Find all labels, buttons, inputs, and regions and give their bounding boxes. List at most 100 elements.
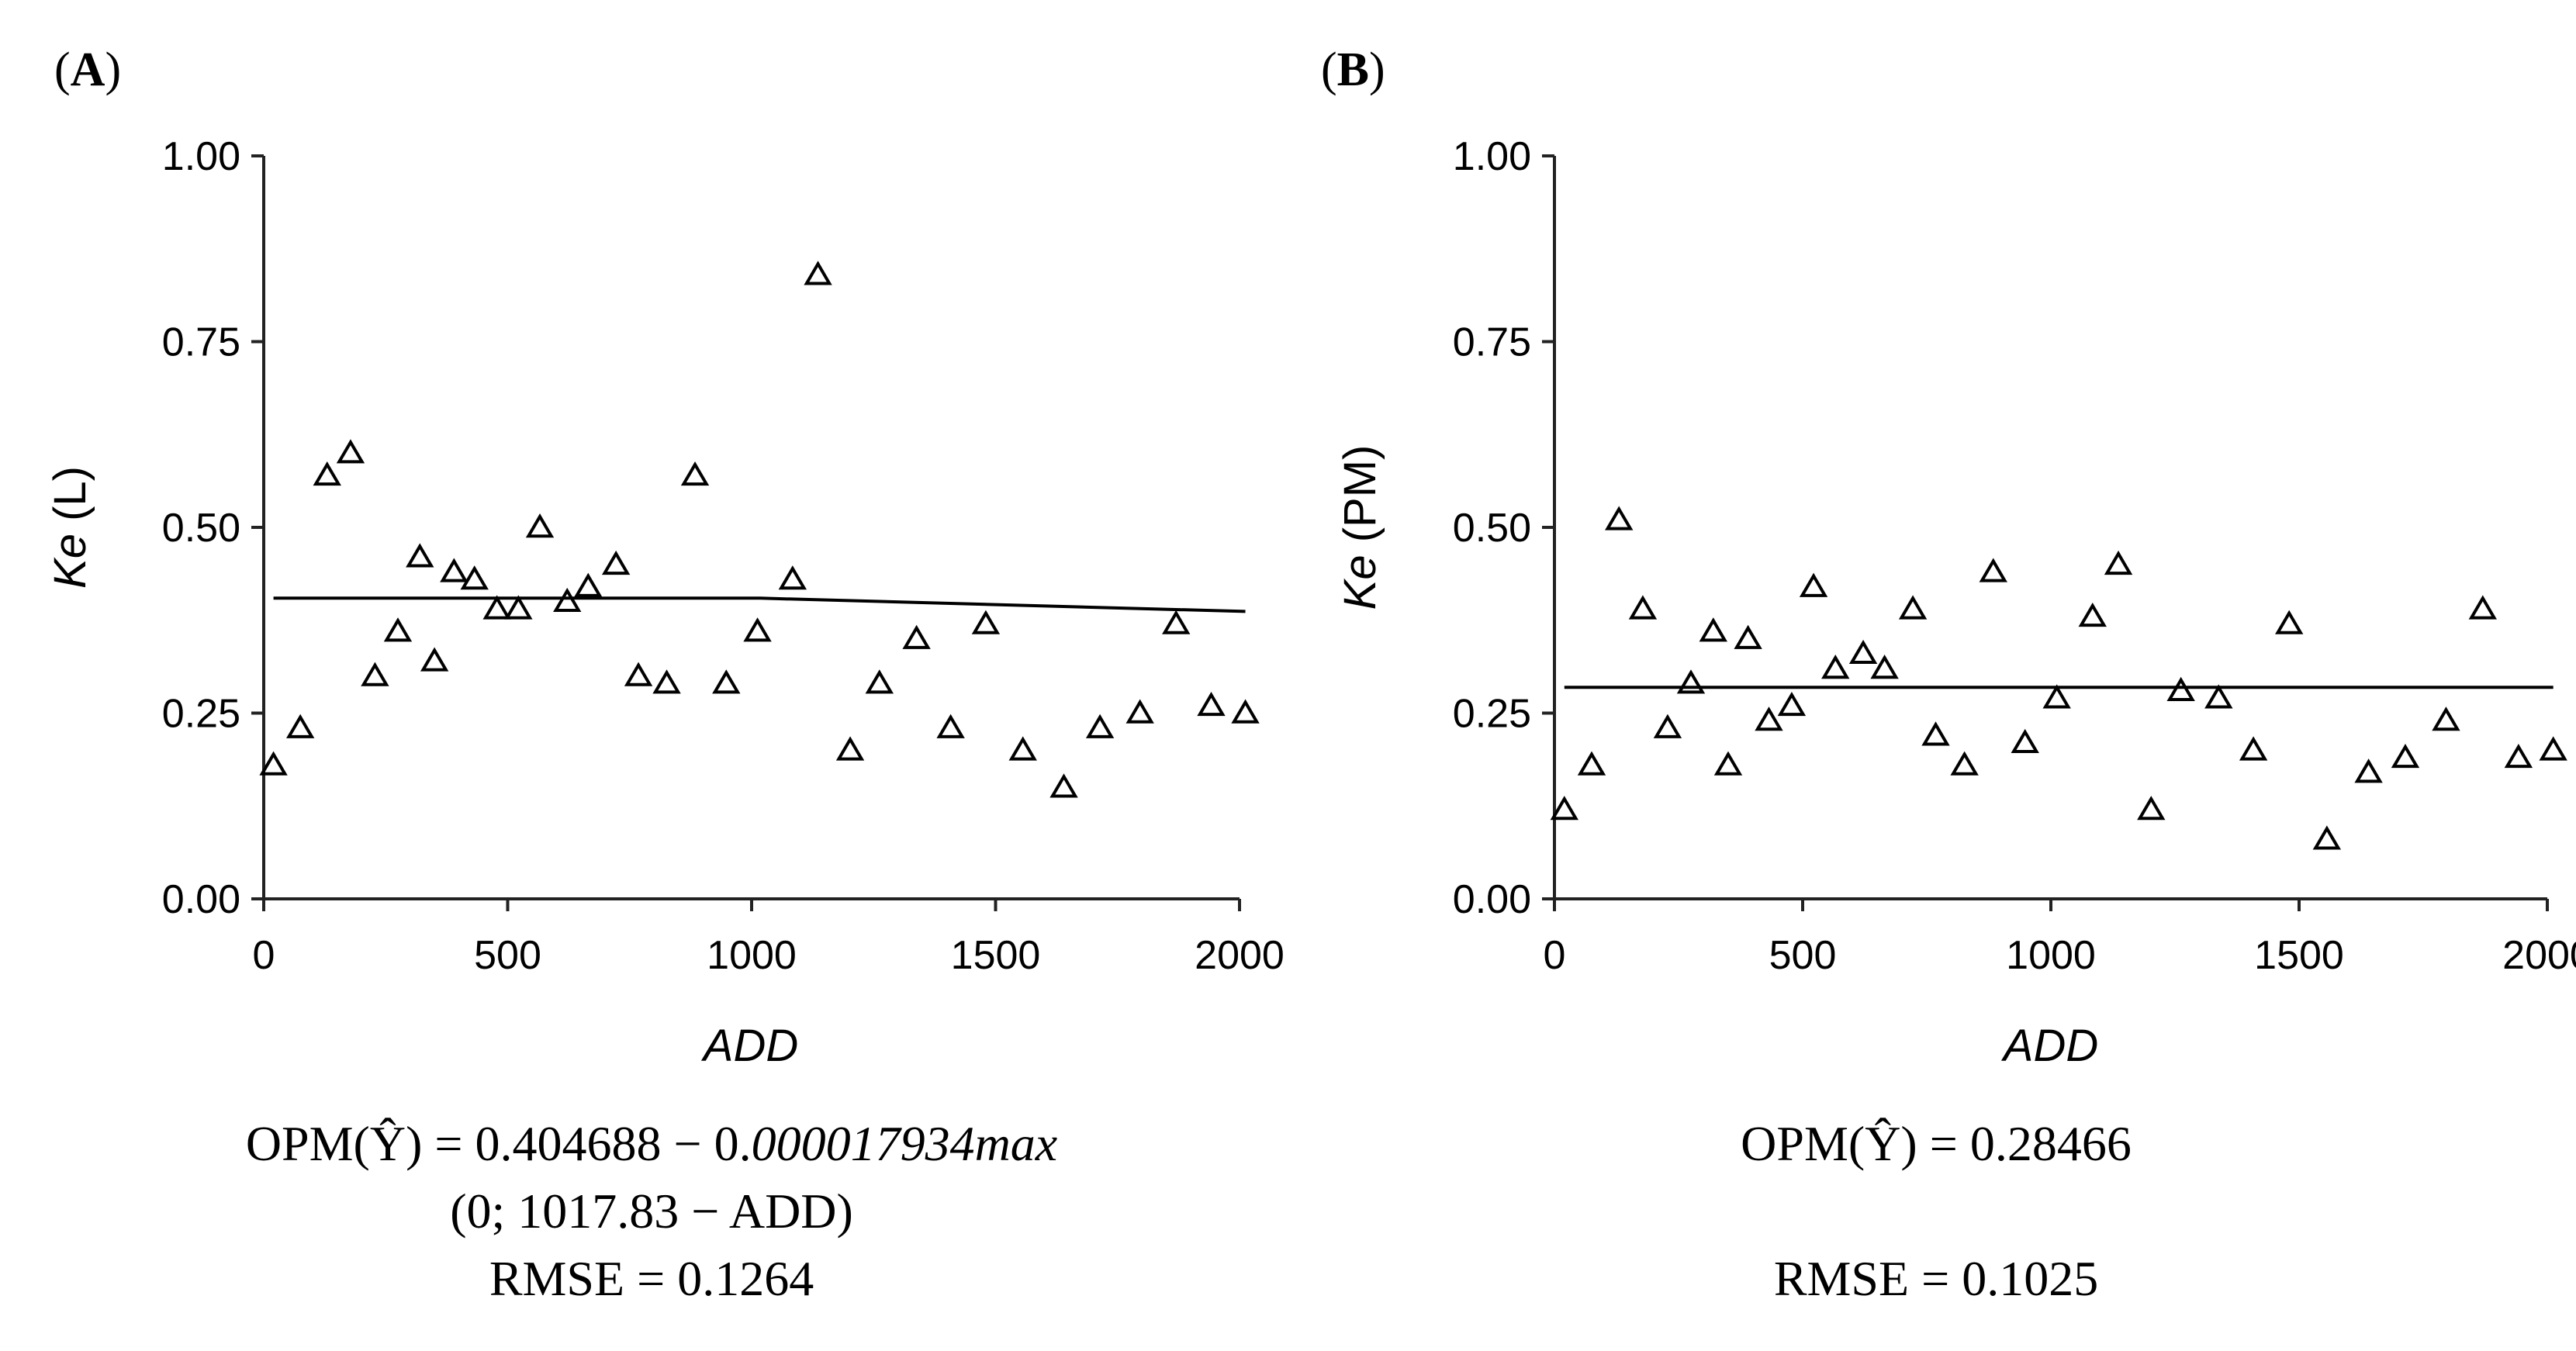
data-point [1125, 699, 1154, 724]
y-tick-label: 0.25 [162, 692, 240, 737]
data-point [1734, 624, 1762, 649]
x-tick-label: 1500 [2254, 933, 2344, 978]
data-point [285, 714, 315, 738]
data-point [712, 669, 741, 694]
data-point [2504, 744, 2533, 769]
data-point [601, 550, 631, 575]
data-point [1008, 736, 1037, 761]
data-point [1950, 751, 1979, 776]
data-point [420, 647, 449, 672]
data-point [778, 565, 807, 590]
y-tick-label: 0.75 [1453, 320, 1531, 365]
data-point [2204, 684, 2233, 709]
data-point [624, 662, 653, 686]
data-point [1197, 691, 1226, 717]
data-point [865, 669, 894, 694]
data-point [902, 624, 931, 649]
data-point [1676, 669, 1706, 694]
data-point [1713, 751, 1743, 776]
data-point [835, 736, 865, 761]
y-tick-label: 0.50 [1453, 506, 1531, 551]
panel-letter: B [1337, 43, 1369, 96]
data-point [2011, 728, 2039, 754]
data-point [406, 543, 434, 568]
data-point [1755, 707, 1783, 731]
y-tick-label: 0.25 [1453, 692, 1531, 737]
data-point [1653, 714, 1682, 738]
data-point [680, 461, 710, 486]
y-tick-label: 1.00 [1453, 134, 1531, 179]
data-point [1231, 699, 1260, 724]
data-point [1577, 751, 1606, 776]
data-point [2432, 707, 2460, 731]
data-point [1699, 617, 1727, 642]
x-tick-label: 500 [474, 933, 541, 978]
x-tick-label: 1500 [951, 933, 1041, 978]
data-point [313, 461, 341, 486]
x-axis-title: ADD [2001, 1021, 2098, 1071]
data-point [2539, 736, 2567, 761]
data-point [1605, 506, 1634, 530]
data-point [804, 261, 832, 285]
fit-line [273, 596, 1246, 613]
data-point [2078, 602, 2107, 627]
data-point [2468, 595, 2497, 620]
caption-line: RMSE = 0.1264 [489, 1251, 814, 1306]
chart-panel-b: (B) 0.00 0.25 0.50 0.75 1.00 0 500 1000 1500 2000 A… [1321, 43, 2576, 1306]
x-tick-label: 2000 [2502, 933, 2576, 978]
data-point [2275, 610, 2304, 634]
data-point [1628, 595, 1658, 620]
data-point [2391, 744, 2420, 769]
data-point [553, 587, 582, 612]
data-point [361, 662, 389, 686]
x-tick-label: 1000 [707, 933, 797, 978]
y-tick-label: 1.00 [162, 134, 240, 179]
x-tick-label: 1000 [2006, 933, 2096, 978]
chart-panel-a: (A) 0.00 0.25 0.50 0.75 1.00 0 500 1000 1500 2000 A… [45, 43, 1285, 1306]
panel-letter: A [71, 43, 105, 96]
data-point [2166, 676, 2195, 701]
data-point [1921, 721, 1950, 746]
data-point [504, 595, 533, 620]
data-point [336, 439, 365, 464]
data-point [482, 595, 511, 620]
data-point [971, 610, 1001, 634]
data-point [1085, 714, 1115, 738]
y-axis-title: Ke (L) [45, 466, 95, 589]
data-point [259, 751, 288, 776]
data-point [2137, 796, 2166, 821]
panel-label: (A) [54, 43, 121, 96]
data-point [743, 617, 772, 642]
y-tick-label: 0.00 [162, 877, 240, 922]
data-point [1870, 655, 1899, 679]
data-point [2312, 825, 2342, 850]
caption-line: OPM(Ŷ) = 0.404688 − 0.000017934max [246, 1116, 1057, 1171]
data-point [1777, 691, 1807, 717]
x-axis-title: ADD [701, 1021, 798, 1071]
y-tick-label: 0.50 [162, 506, 240, 551]
data-point [2354, 758, 2383, 783]
data-point [1799, 572, 1828, 597]
caption-line: OPM(Ŷ) = 0.28466 [1741, 1116, 2132, 1171]
y-tick-label: 0.75 [162, 320, 240, 365]
y-tick-label: 0.00 [1453, 877, 1531, 922]
data-point [2239, 736, 2268, 761]
x-tick-label: 500 [1769, 933, 1837, 978]
data-point [1162, 610, 1191, 634]
data-point [2104, 550, 2133, 575]
data-point [383, 617, 413, 642]
data-point [1979, 558, 2007, 582]
caption-line: (0; 1017.83 − ADD) [450, 1183, 853, 1239]
data-point [574, 572, 603, 597]
x-tick-label: 2000 [1195, 933, 1285, 978]
data-point [1898, 595, 1928, 620]
caption-line: RMSE = 0.1025 [1774, 1251, 2098, 1306]
data-point [1848, 639, 1878, 665]
panel-label: (B) [1321, 43, 1385, 96]
data-point [936, 714, 965, 738]
data-point [652, 669, 681, 694]
data-point [525, 513, 555, 538]
x-tick-label: 0 [253, 933, 275, 978]
data-point [2042, 684, 2071, 709]
